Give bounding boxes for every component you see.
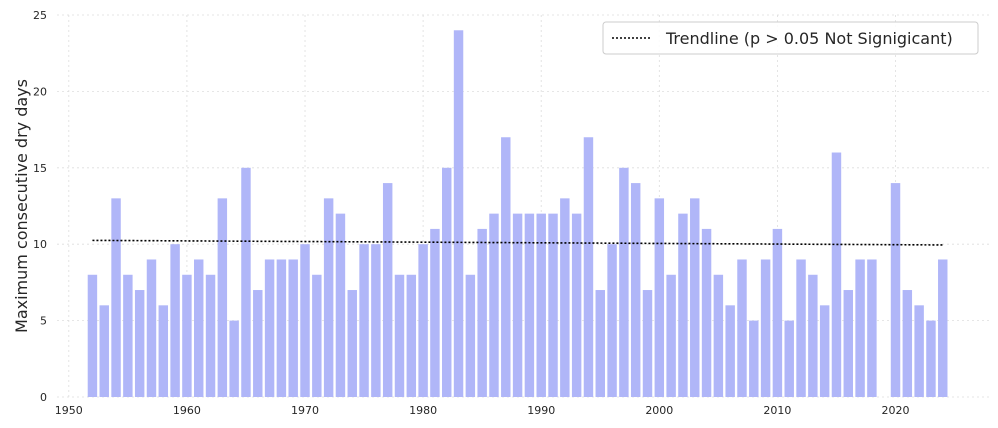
bar-1969 [288, 259, 298, 397]
bar-2011 [784, 320, 794, 397]
bar-1972 [323, 198, 334, 397]
bar-1965 [241, 167, 251, 397]
bar-1963 [217, 198, 228, 397]
x-tick-label: 1990 [527, 404, 555, 417]
bar-1956 [134, 290, 145, 397]
bar-1975 [359, 244, 369, 397]
bar-1978 [394, 274, 405, 397]
y-tick-label: 5 [40, 315, 47, 328]
x-tick-label: 2020 [882, 404, 910, 417]
bar-1995 [595, 290, 605, 397]
bar-2004 [701, 228, 712, 397]
bar-1980 [418, 244, 428, 397]
grid [57, 14, 990, 398]
bar-1982 [442, 167, 452, 397]
y-tick-label: 10 [33, 238, 47, 251]
bar-2003 [690, 198, 700, 397]
bar-1973 [335, 213, 346, 397]
bar-1989 [524, 213, 535, 397]
y-tick-label: 0 [40, 391, 47, 404]
bar-1970 [300, 244, 310, 397]
bar-1985 [477, 228, 487, 397]
bar-2024 [938, 259, 948, 397]
bar-1994 [583, 137, 594, 398]
bar-1967 [264, 259, 275, 397]
bars [87, 30, 948, 398]
bar-1988 [512, 213, 523, 397]
bar-1998 [630, 183, 641, 397]
bar-1968 [276, 259, 287, 397]
bar-2014 [819, 305, 830, 397]
bar-2002 [678, 213, 688, 397]
bar-2015 [831, 152, 842, 397]
bar-1993 [571, 213, 582, 397]
x-tick-label: 2010 [763, 404, 791, 417]
bar-2006 [725, 305, 735, 397]
x-tick-label: 1960 [173, 404, 201, 417]
bar-1981 [430, 228, 440, 397]
bar-1990 [536, 213, 546, 397]
bar-1974 [347, 290, 357, 397]
bar-2000 [654, 198, 665, 397]
bar-1964 [229, 320, 239, 397]
legend-trendline-label: Trendline (p > 0.05 Not Signigicant) [665, 29, 953, 48]
bar-1961 [193, 259, 204, 397]
x-axis-ticks: 1950 1960 1970 1980 1990 2000 2010 2020 [55, 404, 910, 417]
bar-2020 [890, 183, 901, 397]
bar-2016 [843, 290, 854, 397]
bar-2021 [902, 290, 913, 397]
bar-1966 [253, 290, 263, 397]
y-tick-label: 25 [33, 9, 47, 22]
bar-1977 [382, 183, 393, 397]
bar-1979 [406, 274, 417, 397]
bar-2023 [926, 320, 936, 397]
bar-1959 [170, 244, 180, 397]
y-axis-label: Maximum consecutive dry days [12, 79, 31, 333]
bar-1954 [111, 198, 121, 397]
bar-2001 [666, 274, 676, 397]
bar-2005 [713, 274, 724, 397]
x-tick-label: 1980 [409, 404, 437, 417]
bar-1952 [87, 274, 98, 397]
bar-2022 [914, 305, 924, 397]
bar-2012 [796, 259, 806, 397]
y-tick-label: 20 [33, 85, 47, 98]
bar-1983 [453, 30, 464, 398]
x-tick-label: 1950 [55, 404, 83, 417]
bar-1960 [182, 274, 192, 397]
x-tick-label: 1970 [291, 404, 319, 417]
bar-2017 [855, 259, 865, 397]
bar-1971 [312, 274, 322, 397]
bar-2007 [737, 259, 747, 397]
bar-2010 [772, 228, 783, 397]
bar-2018 [867, 259, 877, 397]
y-axis-ticks: 0 5 10 15 20 25 [33, 9, 47, 404]
trendline [92, 239, 943, 246]
bar-1976 [371, 244, 381, 397]
bar-1955 [123, 274, 133, 397]
bar-1962 [205, 274, 216, 397]
bar-1992 [560, 198, 570, 397]
bar-1957 [146, 259, 157, 397]
legend: Trendline (p > 0.05 Not Signigicant) [602, 21, 979, 55]
bar-1987 [501, 137, 511, 398]
legend-box [602, 21, 979, 55]
x-tick-label: 2000 [645, 404, 673, 417]
trendline-path [92, 239, 943, 246]
bar-1984 [465, 274, 476, 397]
bar-2013 [808, 274, 818, 397]
bar-1986 [489, 213, 499, 397]
bar-1991 [548, 213, 558, 397]
y-tick-label: 15 [33, 162, 47, 175]
bar-2008 [749, 320, 759, 397]
bar-1953 [99, 305, 109, 397]
bar-1958 [158, 305, 169, 397]
bar-2009 [760, 259, 771, 397]
bar-1997 [619, 167, 629, 397]
bar-1996 [607, 244, 617, 397]
bar-1999 [642, 290, 653, 397]
